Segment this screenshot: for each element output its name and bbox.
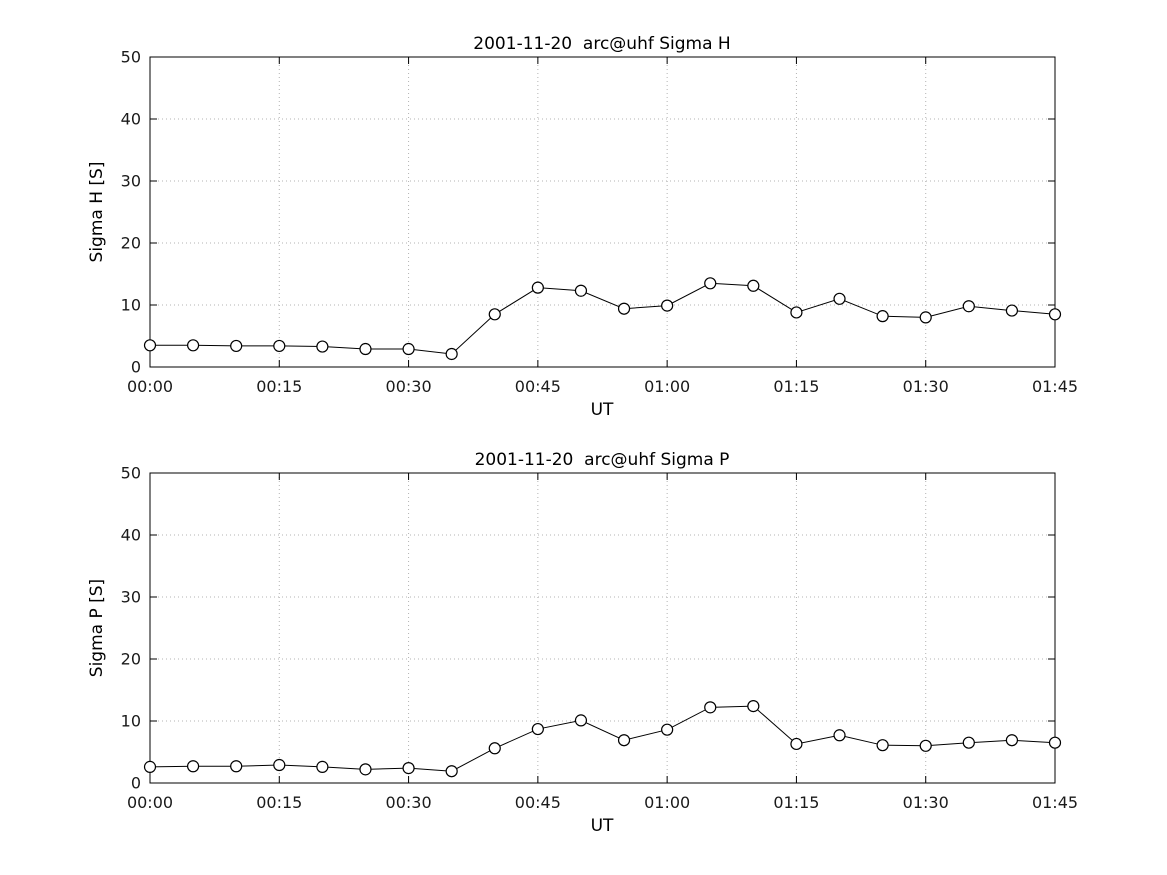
data-point bbox=[962, 736, 975, 749]
data-point bbox=[574, 714, 588, 727]
sigma-h-ylabel: Sigma H [S] bbox=[87, 161, 107, 263]
x-tick-label: 00:00 bbox=[127, 377, 173, 396]
data-point bbox=[661, 723, 674, 736]
data-point bbox=[833, 729, 846, 742]
y-tick-label: 0 bbox=[131, 358, 141, 377]
data-line bbox=[149, 705, 1056, 772]
y-tick-label: 20 bbox=[121, 234, 141, 253]
y-tick-label: 50 bbox=[121, 48, 141, 67]
data-point bbox=[230, 760, 243, 773]
data-point bbox=[316, 340, 329, 353]
data-line bbox=[150, 282, 1056, 355]
data-point bbox=[747, 279, 760, 292]
data-point bbox=[1005, 304, 1019, 317]
sigma-p-chart-title: 2001-11-20 arc@uhf Sigma P bbox=[474, 450, 730, 470]
data-point bbox=[531, 722, 544, 736]
x-tick-label: 01:45 bbox=[1032, 377, 1078, 396]
data-point bbox=[747, 700, 760, 713]
data-point bbox=[143, 760, 157, 773]
data-point bbox=[531, 281, 544, 294]
data-point bbox=[919, 739, 932, 752]
data-point bbox=[833, 292, 846, 305]
data-point bbox=[359, 342, 372, 356]
data-point bbox=[617, 734, 631, 747]
data-point bbox=[445, 347, 458, 361]
y-tick-label: 0 bbox=[131, 774, 141, 793]
data-point bbox=[186, 339, 200, 352]
y-tick-label: 40 bbox=[121, 110, 141, 129]
data-point bbox=[962, 300, 975, 313]
data-point bbox=[876, 310, 889, 323]
x-tick-label: 01:30 bbox=[903, 377, 949, 396]
y-tick-label: 10 bbox=[121, 296, 141, 315]
data-point bbox=[230, 339, 243, 353]
data-point bbox=[273, 758, 286, 772]
y-tick-label: 40 bbox=[121, 526, 141, 545]
data-point bbox=[790, 306, 803, 319]
data-point bbox=[574, 284, 588, 297]
x-tick-label: 00:45 bbox=[515, 793, 561, 812]
data-point bbox=[402, 342, 415, 356]
x-tick-label: 01:30 bbox=[903, 793, 949, 812]
x-tick-label: 00:45 bbox=[515, 377, 561, 396]
data-point bbox=[445, 765, 458, 778]
data-point bbox=[790, 737, 803, 751]
data-point bbox=[488, 742, 501, 755]
data-point bbox=[704, 701, 717, 714]
sigma-h-xlabel: UT bbox=[590, 400, 614, 420]
sigma-p-xlabel: UT bbox=[590, 816, 614, 836]
data-point bbox=[919, 311, 932, 324]
x-tick-label: 01:15 bbox=[773, 793, 819, 812]
data-point bbox=[359, 763, 372, 776]
sigma-p-ylabel: Sigma P [S] bbox=[87, 578, 107, 678]
data-point bbox=[316, 760, 329, 773]
y-tick-label: 20 bbox=[121, 650, 141, 669]
data-point bbox=[143, 339, 157, 352]
x-tick-label: 00:15 bbox=[256, 793, 302, 812]
sigma-h-chart-title: 2001-11-20 arc@uhf Sigma H bbox=[473, 34, 731, 54]
data-point bbox=[1048, 308, 1062, 321]
x-tick-label: 00:30 bbox=[386, 377, 432, 396]
y-tick-label: 30 bbox=[121, 172, 141, 191]
x-tick-label: 00:30 bbox=[386, 793, 432, 812]
x-tick-label: 01:00 bbox=[644, 793, 690, 812]
y-tick-label: 10 bbox=[121, 712, 141, 731]
data-point bbox=[402, 762, 415, 775]
data-point bbox=[488, 308, 501, 321]
y-tick-label: 50 bbox=[121, 464, 141, 483]
x-tick-label: 01:45 bbox=[1032, 793, 1078, 812]
data-point bbox=[617, 302, 631, 315]
data-point bbox=[273, 339, 286, 353]
x-tick-label: 01:15 bbox=[773, 377, 819, 396]
axes-box bbox=[149, 56, 1056, 368]
x-tick-label: 01:00 bbox=[644, 377, 690, 396]
axes-box bbox=[149, 472, 1056, 784]
x-tick-label: 00:15 bbox=[256, 377, 302, 396]
data-point bbox=[1005, 734, 1019, 747]
data-point bbox=[704, 277, 717, 290]
data-point bbox=[1048, 736, 1062, 749]
x-tick-label: 00:00 bbox=[127, 793, 173, 812]
data-point bbox=[661, 299, 674, 312]
data-point bbox=[876, 739, 889, 752]
y-tick-label: 30 bbox=[121, 588, 141, 607]
data-point bbox=[186, 760, 200, 773]
